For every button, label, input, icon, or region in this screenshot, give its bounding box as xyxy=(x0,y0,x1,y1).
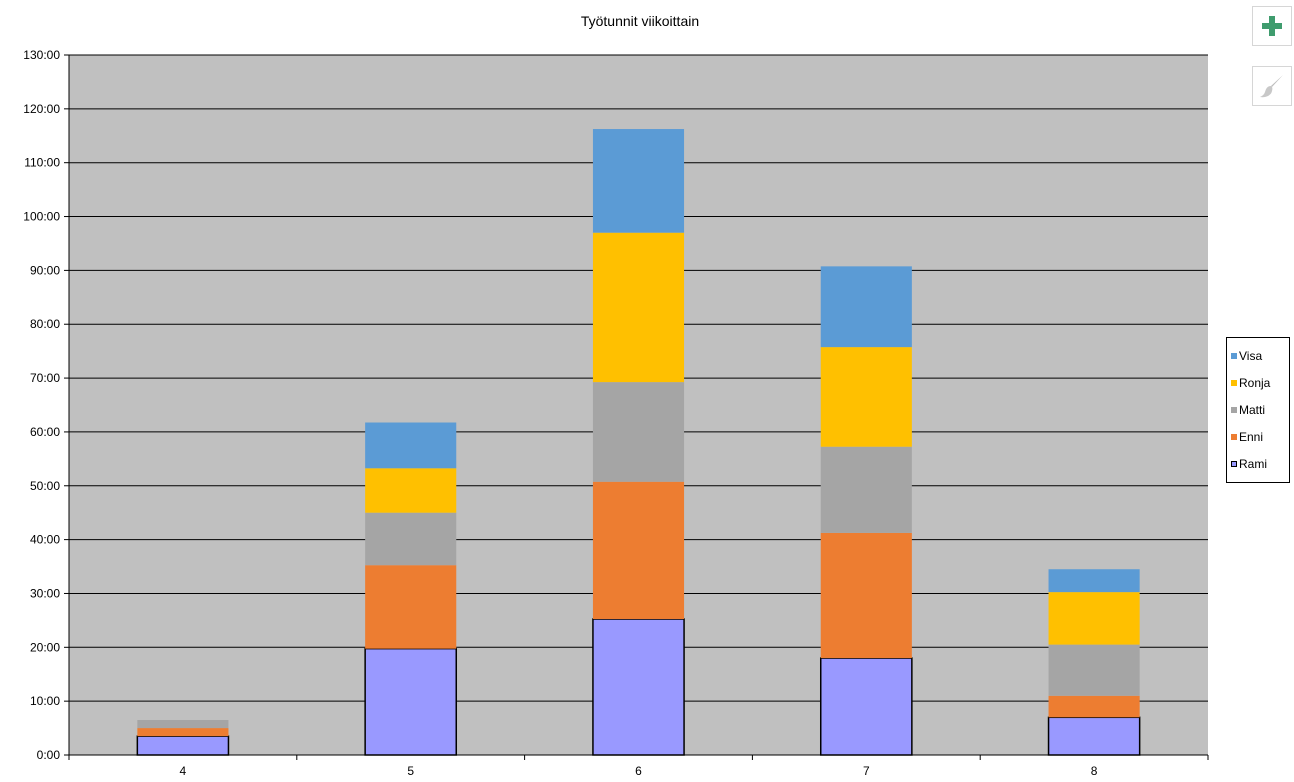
y-tick-label: 40:00 xyxy=(30,533,60,547)
bar-segment-visa xyxy=(1048,569,1140,593)
y-tick-label: 10:00 xyxy=(30,694,60,708)
y-tick-label: 60:00 xyxy=(30,425,60,439)
legend-label: Ronja xyxy=(1239,375,1271,390)
paintbrush-icon xyxy=(1260,75,1283,98)
bar-segment-rami xyxy=(1047,716,1141,756)
legend-label: Enni xyxy=(1239,429,1264,444)
bar-segment-rami xyxy=(364,647,458,756)
chart-title: Työtunnit viikoittain xyxy=(581,13,699,29)
bar-segment-visa xyxy=(592,129,685,233)
bar-segment-enni xyxy=(137,728,229,737)
legend-swatch xyxy=(1231,352,1237,359)
y-tick-label: 90:00 xyxy=(30,263,60,277)
legend-item-ronja: Ronja xyxy=(1231,369,1289,396)
y-tick-label: 50:00 xyxy=(30,479,60,493)
chart-elements-button[interactable] xyxy=(1252,6,1292,46)
y-tick-label: 120:00 xyxy=(23,102,60,116)
bar-segment-enni xyxy=(365,565,457,649)
bar-segment-matti xyxy=(592,382,685,482)
bar-segment-rami xyxy=(592,618,685,756)
legend-swatch xyxy=(1231,433,1237,440)
x-tick-label: 4 xyxy=(180,764,187,778)
legend-swatch xyxy=(1231,379,1237,386)
bar-segment-ronja xyxy=(592,232,685,383)
chart-styles-button[interactable] xyxy=(1252,66,1292,106)
y-tick-label: 100:00 xyxy=(23,210,60,224)
y-tick-label: 70:00 xyxy=(30,371,60,385)
bar-segment-matti xyxy=(137,720,229,729)
y-tick-label: 20:00 xyxy=(30,640,60,654)
x-tick-label: 5 xyxy=(407,764,414,778)
legend-label: Matti xyxy=(1239,402,1266,417)
bar-segment-ronja xyxy=(365,468,457,513)
x-tick-label: 6 xyxy=(635,764,642,778)
legend-swatch xyxy=(1231,406,1237,413)
y-tick-label: 80:00 xyxy=(30,317,60,331)
legend-item-matti: Matti xyxy=(1231,396,1289,423)
bar-segment-visa xyxy=(365,422,457,469)
plus-icon xyxy=(1262,16,1282,36)
y-tick-label: 130:00 xyxy=(23,48,60,62)
x-tick-label: 7 xyxy=(863,764,870,778)
legend-swatch xyxy=(1231,460,1237,467)
legend-item-visa: Visa xyxy=(1231,342,1289,369)
bar-segment-visa xyxy=(820,266,912,348)
y-tick-label: 30:00 xyxy=(30,586,60,600)
legend-item-rami: Rami xyxy=(1231,450,1289,477)
bar-segment-enni xyxy=(1048,695,1140,718)
bar-segment-enni xyxy=(592,481,685,620)
bar-segment-rami xyxy=(819,657,913,756)
bar-segment-rami xyxy=(136,735,230,756)
legend-label: Rami xyxy=(1239,456,1268,471)
y-tick-label: 0:00 xyxy=(37,748,61,762)
legend-label: Visa xyxy=(1239,348,1263,363)
axes: 0:00 10:00 20:00 30:00 40:00 50:00 60:00 70:00 8… xyxy=(23,48,1209,778)
bar-segment-enni xyxy=(820,532,912,659)
bar-segment-matti xyxy=(1048,644,1140,696)
bar-segment-ronja xyxy=(820,347,912,447)
x-tick-label: 8 xyxy=(1091,764,1098,778)
legend-item-enni: Enni xyxy=(1231,423,1289,450)
y-tick-label: 110:00 xyxy=(24,156,60,170)
bar-segment-ronja xyxy=(1048,592,1140,645)
chart-legend: Visa Ronja Matti Enni Rami xyxy=(1226,337,1290,483)
bar-segments xyxy=(136,129,1141,756)
bar-segment-matti xyxy=(820,446,912,533)
bar-segment-matti xyxy=(365,512,457,566)
